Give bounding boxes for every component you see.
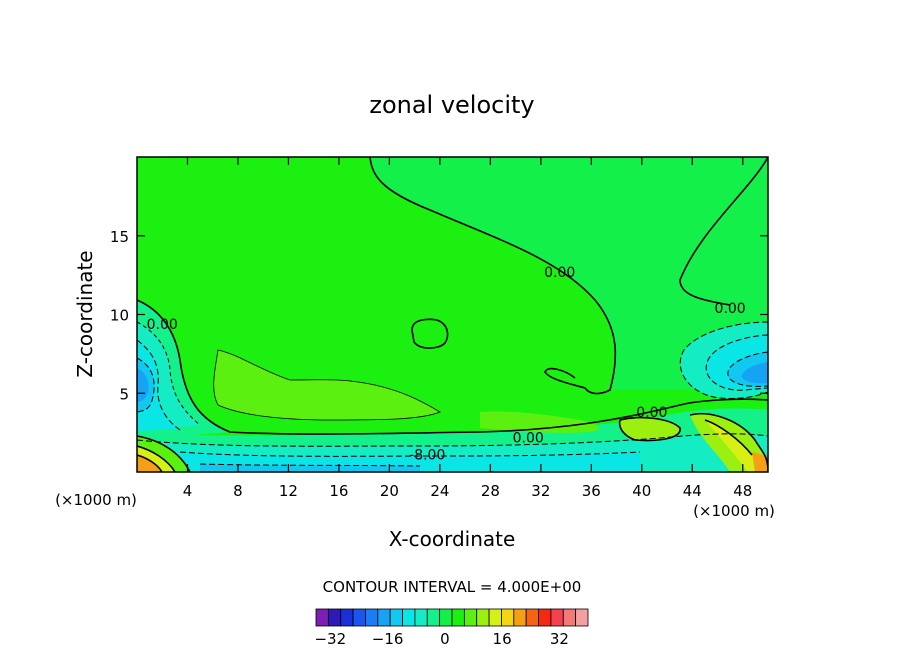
x-tick-label: 4 xyxy=(183,482,193,500)
colorbar-swatch xyxy=(340,608,354,627)
colorbar: −32 −16 0 16 32 xyxy=(314,608,589,648)
colorbar-swatch xyxy=(426,608,441,627)
colorbar-swatch xyxy=(451,608,465,627)
contour-label: 0.00 xyxy=(147,317,178,333)
contour-fills xyxy=(137,157,768,472)
y-tick-label: 15 xyxy=(110,228,129,246)
x-tick-label: 8 xyxy=(233,482,243,500)
contour-labels: 0.00 0.00 0.00 0.00 0.00 -8.00 xyxy=(147,265,746,464)
x-tick-label: 36 xyxy=(582,482,601,500)
x-axis: 4 8 12 16 20 24 28 32 36 40 44 48 xyxy=(183,157,752,500)
chart-title: zonal velocity xyxy=(369,91,534,119)
colorbar-swatch xyxy=(377,608,391,627)
colorbar-swatch xyxy=(501,608,515,627)
colorbar-swatch xyxy=(488,608,502,627)
y-axis-label: Z-coordinate xyxy=(73,250,97,377)
colorbar-swatch xyxy=(476,608,490,627)
y-tick-label: 5 xyxy=(119,385,129,403)
colorbar-swatch xyxy=(562,608,577,627)
x-tick-label: 48 xyxy=(733,482,752,500)
colorbar-swatch xyxy=(439,608,453,627)
colorbar-swatch xyxy=(315,608,329,627)
contour-label: 0.00 xyxy=(544,265,575,281)
colorbar-swatch xyxy=(513,608,527,627)
x-tick-label: 40 xyxy=(632,482,651,500)
colorbar-swatch xyxy=(327,608,342,627)
contour-label: -8.00 xyxy=(409,448,445,464)
colorbar-swatch xyxy=(365,608,379,627)
x-tick-label: 12 xyxy=(279,482,298,500)
x-units-left: (×1000 m) xyxy=(55,491,137,509)
colorbar-tick-label: 0 xyxy=(440,630,450,648)
contour-label: 0.00 xyxy=(715,301,746,317)
colorbar-swatch xyxy=(538,608,552,627)
colorbar-swatch xyxy=(389,608,403,627)
x-tick-label: 24 xyxy=(430,482,449,500)
y-tick-label: 10 xyxy=(110,307,129,325)
colorbar-tick-label: −32 xyxy=(314,630,346,648)
contour-label: 0.00 xyxy=(636,405,667,421)
x-tick-label: 16 xyxy=(329,482,348,500)
colorbar-swatch xyxy=(463,608,478,627)
contour-lines xyxy=(137,157,768,472)
colorbar-swatch xyxy=(550,608,564,627)
x-tick-label: 44 xyxy=(683,482,702,500)
colorbar-tick-label: −16 xyxy=(372,630,404,648)
x-tick-label: 20 xyxy=(380,482,399,500)
x-axis-label: X-coordinate xyxy=(389,527,516,551)
colorbar-swatch xyxy=(402,608,416,627)
contour-label: 0.00 xyxy=(513,430,544,446)
y-axis: 5 10 15 xyxy=(110,228,768,403)
contour-interval-label: CONTOUR INTERVAL = 4.000E+00 xyxy=(323,578,582,596)
colorbar-tick-label: 32 xyxy=(550,630,569,648)
x-units-right: (×1000 m) xyxy=(693,502,775,520)
x-tick-label: 28 xyxy=(481,482,500,500)
colorbar-swatch xyxy=(352,608,366,627)
colorbar-swatch xyxy=(575,608,589,627)
colorbar-tick-label: 16 xyxy=(493,630,512,648)
colorbar-swatch xyxy=(414,608,428,627)
x-tick-label: 32 xyxy=(531,482,550,500)
colorbar-swatch xyxy=(525,608,539,627)
